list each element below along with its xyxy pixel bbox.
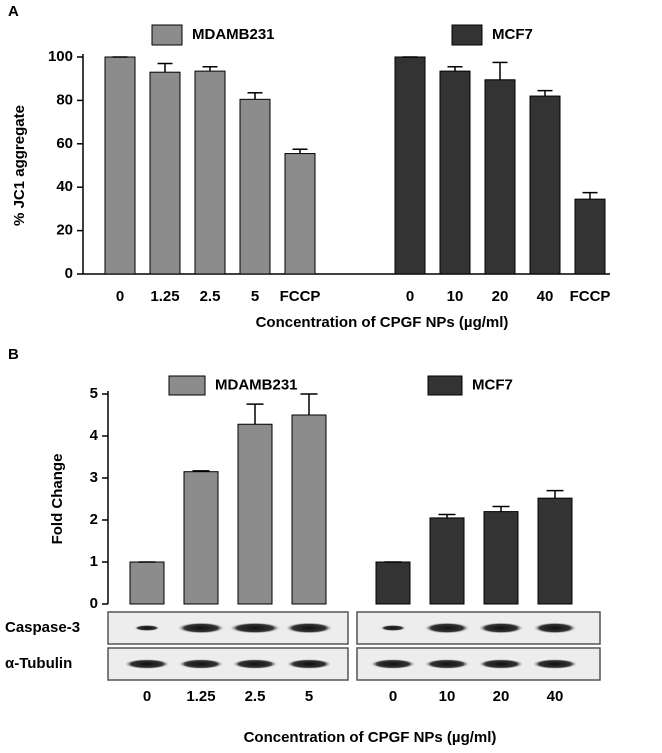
x-tick-label: 0 [406, 288, 414, 305]
y-tick-label: 2 [90, 511, 98, 528]
y-tick-label: 3 [90, 469, 98, 486]
blot-band [424, 622, 470, 634]
x-tick-label: 0 [143, 688, 151, 705]
blot-band [232, 659, 278, 669]
legend-swatch [151, 24, 183, 46]
x-tick-label: 2.5 [200, 288, 221, 305]
y-tick-label: 20 [56, 222, 73, 239]
y-tick-label: 100 [48, 48, 73, 65]
legend-label: MCF7 [492, 26, 533, 43]
blot-band [285, 622, 333, 634]
blot-band [380, 625, 406, 631]
panel-label: B [8, 346, 19, 363]
y-tick-label: 0 [65, 265, 73, 282]
bar [183, 471, 219, 605]
blot-band [124, 659, 170, 669]
x-tick-label: 0 [116, 288, 124, 305]
y-tick-label: 5 [90, 385, 98, 402]
bar [375, 561, 411, 605]
bar [291, 414, 327, 605]
bar [484, 79, 516, 275]
x-tick-label: 5 [305, 688, 313, 705]
x-tick-label: 1.25 [150, 288, 179, 305]
x-tick-label: 2.5 [245, 688, 266, 705]
bar [483, 511, 519, 605]
legend-swatch [427, 375, 463, 396]
y-tick-label: 60 [56, 135, 73, 152]
x-tick-label: 40 [537, 288, 554, 305]
bar [237, 423, 273, 605]
x-tick-label: 20 [492, 288, 509, 305]
panel-label: A [8, 3, 19, 20]
x-tick-label: 40 [547, 688, 564, 705]
bar [574, 198, 606, 275]
blot-band [178, 659, 224, 669]
legend-swatch [168, 375, 206, 396]
x-tick-label: 5 [251, 288, 259, 305]
blot-label: α-Tubulin [5, 655, 72, 672]
y-axis-label: % JC1 aggregate [11, 105, 28, 226]
y-tick-label: 80 [56, 91, 73, 108]
x-tick-label: 1.25 [186, 688, 215, 705]
bar [439, 70, 471, 275]
legend-label: MDAMB231 [192, 26, 275, 43]
legend-label: MCF7 [472, 376, 513, 393]
y-tick-label: 40 [56, 178, 73, 195]
bar [284, 153, 316, 275]
x-tick-label: 10 [447, 288, 464, 305]
y-tick-label: 1 [90, 553, 98, 570]
blot-band [134, 625, 160, 631]
blot-band [478, 622, 524, 634]
bar [129, 561, 165, 605]
y-tick-label: 4 [90, 427, 99, 444]
x-tick-label: 0 [389, 688, 397, 705]
x-axis-label: Concentration of CPGF NPs (µg/ml) [256, 314, 509, 331]
blot-band [478, 659, 524, 669]
bar [537, 497, 573, 605]
bar [529, 95, 561, 275]
x-tick-label: 10 [439, 688, 456, 705]
bar [429, 517, 465, 605]
bar [149, 71, 181, 275]
x-tick-label: FCCP [280, 288, 321, 305]
legend-label: MDAMB231 [215, 376, 298, 393]
blot-band [177, 622, 225, 634]
x-axis-label: Concentration of CPGF NPs (µg/ml) [244, 729, 497, 746]
blot-label: Caspase-3 [5, 619, 80, 636]
y-tick-label: 0 [90, 595, 98, 612]
legend-swatch [451, 24, 483, 46]
blot-band [229, 622, 281, 634]
x-tick-label: FCCP [570, 288, 611, 305]
bar [104, 56, 136, 275]
y-axis-label: Fold Change [49, 454, 66, 545]
x-tick-label: 20 [493, 688, 510, 705]
blot-band [533, 622, 577, 634]
blot-band [532, 659, 578, 669]
blot-band [286, 659, 332, 669]
blot-band [424, 659, 470, 669]
blot-band [370, 659, 416, 669]
bar [394, 56, 426, 275]
bar [239, 98, 271, 275]
bar [194, 70, 226, 275]
